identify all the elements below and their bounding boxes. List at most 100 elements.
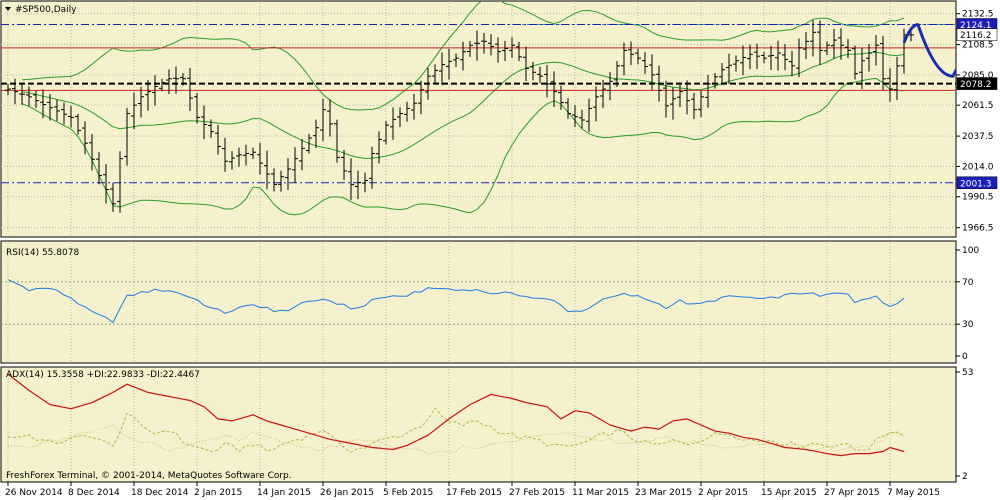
rsi-tick-label: 70 [962,278,974,288]
price-bar [551,71,557,108]
copyright-text: FreshForex Terminal, © 2001-2014, MetaQu… [6,471,292,481]
price-bar [68,105,74,128]
price-bar [845,38,851,59]
price-bar [180,73,186,86]
price-bar [460,41,466,71]
price-bar [383,120,389,145]
adx-tick-label: 2 [962,472,968,482]
bollinger-middle [21,51,905,159]
price-bar [439,52,445,86]
date-tick-label: 5 Feb 2015 [383,488,433,498]
price-bar [222,137,228,172]
forecast-curve[interactable] [902,23,1000,78]
price-bar [537,66,543,84]
price-bar [334,119,340,163]
adx-title: ADX(14) 15.3558 +DI:22.9833 -DI:22.4467 [6,370,200,380]
panel-menu-arrow-icon[interactable] [5,7,11,11]
price-bar [355,170,361,199]
price-bar [670,87,676,120]
price-bar [754,43,760,70]
rsi-title: RSI(14) 55.8078 [6,248,79,258]
price-bar [824,41,830,55]
date-tick-label: 11 Mar 2015 [572,488,629,498]
price-bar [397,107,403,127]
price-bar [810,19,816,57]
price-bar [761,52,767,64]
price-bar [264,150,270,190]
date-tick-label: 14 Jan 2015 [257,488,311,498]
price-bar [740,45,746,76]
price-bar [887,68,893,102]
price-bar [82,121,88,155]
price-bar [803,32,809,60]
price-bar [75,113,81,135]
price-bar [278,170,284,192]
price-bar [586,98,592,133]
bollinger-lower [21,77,905,216]
price-bar [838,28,844,60]
price-bar [257,142,263,175]
price-bar [712,72,718,89]
price-bar [558,85,564,110]
price-bar [873,34,879,66]
date-tick-label: 8 Dec 2014 [68,488,120,498]
price-bar [530,61,536,81]
price-bar [453,53,459,68]
price-bar [40,89,46,119]
price-bar [117,151,123,213]
level-price-label[interactable]: 2078.2 [956,77,998,91]
price-bar [446,49,452,80]
price-bar [236,147,242,167]
adx-tick-label: 53 [962,368,973,378]
di-minus-line [7,424,905,456]
price-bar [565,98,571,119]
price-bar [187,68,193,112]
price-bar [572,105,578,128]
rsi-tick-label: 30 [962,320,974,330]
adx-layer [7,367,905,482]
date-tick-label: 15 Apr 2015 [761,488,817,498]
price-bar [509,37,515,58]
price-tick-label: 2108.5 [962,41,994,51]
price-tick-label: 2132.5 [962,10,994,20]
date-tick-label: 26 Nov 2014 [5,488,63,498]
price-bar [320,98,326,142]
price-bar [579,109,585,129]
price-bar [502,40,508,62]
price-bar [425,67,431,100]
rsi-panel[interactable] [0,240,957,364]
price-bar [208,119,214,138]
price-bar [292,147,298,183]
date-tick-label: 27 Apr 2015 [824,488,880,498]
date-tick-label: 18 Dec 2014 [131,488,189,498]
price-bar [523,46,529,81]
price-bar [47,94,53,121]
price-panel[interactable] [0,0,957,238]
adx-panel[interactable] [0,366,957,483]
price-bar [628,41,634,66]
level-price-label[interactable]: 2116.2 [956,28,998,42]
price-bar [432,64,438,84]
price-bar [593,86,599,122]
price-tick-label: 2061.5 [962,101,994,111]
price-bar [684,80,690,115]
date-tick-label: 17 Feb 2015 [446,488,502,498]
price-bar [663,80,669,118]
price-bar [642,52,648,74]
price-bar [656,65,662,102]
date-tick-label: 26 Jan 2015 [320,488,374,498]
price-bar [103,164,109,204]
price-bar [621,42,627,76]
price-bar [796,38,802,78]
price-bar [12,78,18,105]
price-bar [775,40,781,71]
price-bar [19,82,25,105]
price-bar [26,86,32,107]
price-bar [96,152,102,185]
price-bar [33,90,39,109]
level-price-label[interactable]: 2001.3 [956,176,998,190]
price-bar [152,75,158,106]
price-bar [348,158,354,200]
